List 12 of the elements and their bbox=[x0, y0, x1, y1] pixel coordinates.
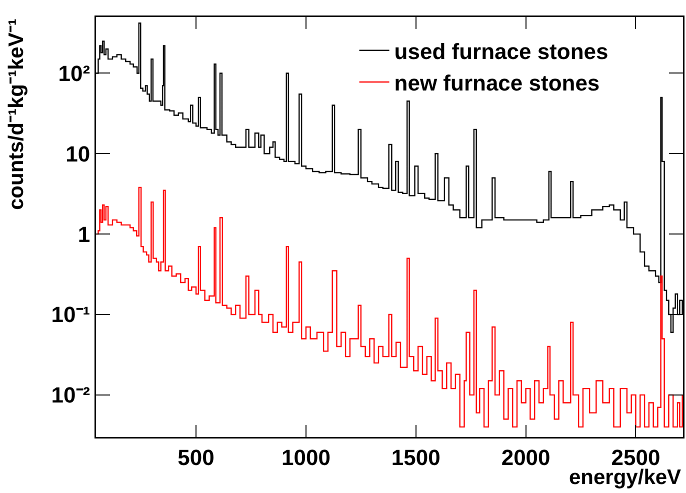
x-tick-label: 1000 bbox=[281, 444, 330, 470]
y-tick-label: 10 bbox=[66, 141, 90, 166]
y-axis-title: counts/d⁻¹kg⁻¹keV⁻¹ bbox=[5, 18, 28, 210]
x-tick-label: 2000 bbox=[501, 444, 550, 470]
y-tick-label: 10⁻² bbox=[51, 382, 90, 408]
legend-label: used furnace stones bbox=[394, 38, 608, 64]
x-tick-label: 500 bbox=[178, 444, 214, 470]
y-tick-label: 10² bbox=[58, 60, 90, 86]
y-tick-label: 10⁻¹ bbox=[51, 302, 90, 328]
x-tick-label: 1500 bbox=[391, 444, 440, 470]
legend-label: new furnace stones bbox=[394, 70, 600, 96]
y-tick-label: 1 bbox=[78, 222, 90, 247]
